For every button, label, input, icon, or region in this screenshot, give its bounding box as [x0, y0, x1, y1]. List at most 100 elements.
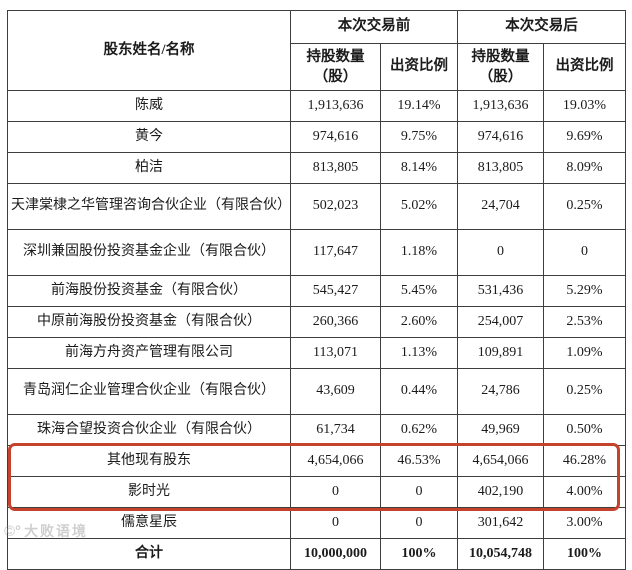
before-ratio-cell: 2.60%	[380, 306, 458, 338]
before-shares-cell: 1,913,636	[290, 90, 381, 122]
shareholder-name-cell: 青岛润仁企业管理合伙企业（有限合伙）	[7, 368, 291, 415]
before-shares-cell: 4,654,066	[290, 445, 381, 477]
table-row: 其他现有股东 4,654,066 46.53% 4,654,066 46.28%	[7, 445, 626, 477]
before-ratio-cell: 46.53%	[380, 445, 458, 477]
table-row: 天津棠棣之华管理咨询合伙企业（有限合伙） 502,023 5.02% 24,70…	[7, 183, 626, 230]
before-shares-cell: 0	[290, 476, 381, 508]
after-ratio-cell: 0.50%	[543, 414, 626, 446]
header-after-ratio: 出资比例	[543, 43, 626, 91]
before-shares-cell: 260,366	[290, 306, 381, 338]
table-row: 中原前海股份投资基金（有限合伙） 260,366 2.60% 254,007 2…	[7, 306, 626, 338]
after-shares-cell: 254,007	[457, 306, 544, 338]
table-header: 股东姓名/名称 本次交易前 本次交易后 持股数量 （股） 出资比例 持股数量 （…	[7, 10, 626, 91]
after-ratio-cell: 9.69%	[543, 121, 626, 153]
shareholder-table: 股东姓名/名称 本次交易前 本次交易后 持股数量 （股） 出资比例 持股数量 （…	[7, 10, 626, 570]
shareholder-name-cell: 儒意星辰	[7, 507, 291, 539]
before-ratio-cell: 0.62%	[380, 414, 458, 446]
total-before-shares: 10,000,000	[290, 538, 381, 570]
after-shares-cell: 974,616	[457, 121, 544, 153]
header-before-ratio: 出资比例	[380, 43, 458, 91]
before-shares-cell: 113,071	[290, 337, 381, 369]
after-shares-cell: 0	[457, 229, 544, 276]
shareholder-name-cell: 黄今	[7, 121, 291, 153]
before-ratio-cell: 0.44%	[380, 368, 458, 415]
after-ratio-cell: 5.29%	[543, 275, 626, 307]
watermark-text: 大败语境	[24, 523, 89, 539]
shareholder-name-cell: 深圳兼固股份投资基金企业（有限合伙）	[7, 229, 291, 276]
shareholder-table-wrap: 股东姓名/名称 本次交易前 本次交易后 持股数量 （股） 出资比例 持股数量 （…	[7, 10, 626, 570]
table-row: 陈威 1,913,636 19.14% 1,913,636 19.03%	[7, 90, 626, 122]
after-shares-cell: 813,805	[457, 152, 544, 184]
header-group-row: 股东姓名/名称 本次交易前 本次交易后	[7, 10, 626, 91]
header-after-shares-line2: （股）	[478, 69, 523, 85]
after-shares-cell: 531,436	[457, 275, 544, 307]
total-after-shares: 10,054,748	[457, 538, 544, 570]
header-before-shares-line2: （股）	[313, 69, 358, 85]
after-shares-cell: 4,654,066	[457, 445, 544, 477]
header-before-shares: 持股数量 （股）	[290, 43, 381, 91]
after-ratio-cell: 2.53%	[543, 306, 626, 338]
before-shares-cell: 502,023	[290, 183, 381, 230]
table-row: 深圳兼固股份投资基金企业（有限合伙） 117,647 1.18% 0 0	[7, 229, 626, 276]
before-shares-cell: 545,427	[290, 275, 381, 307]
watermark: ©° 大败语境	[4, 521, 88, 541]
table-row: 前海方舟资产管理有限公司 113,071 1.13% 109,891 1.09%	[7, 337, 626, 369]
after-ratio-cell: 8.09%	[543, 152, 626, 184]
after-shares-cell: 24,704	[457, 183, 544, 230]
shareholder-name-cell: 其他现有股东	[7, 445, 291, 477]
table-body: 陈威 1,913,636 19.14% 1,913,636 19.03% 黄今 …	[7, 90, 626, 570]
after-ratio-cell: 4.00%	[543, 476, 626, 508]
after-ratio-cell: 0	[543, 229, 626, 276]
header-shareholder-name: 股东姓名/名称	[7, 10, 291, 91]
shareholder-name-cell: 珠海合望投资合伙企业（有限合伙）	[7, 414, 291, 446]
before-ratio-cell: 0	[380, 507, 458, 539]
after-shares-cell: 1,913,636	[457, 90, 544, 122]
table-row: 儒意星辰 0 0 301,642 3.00%	[7, 507, 626, 539]
before-shares-cell: 117,647	[290, 229, 381, 276]
shareholder-name-cell: 影时光	[7, 476, 291, 508]
header-before-shares-line1: 持股数量	[306, 48, 365, 65]
after-shares-cell: 109,891	[457, 337, 544, 369]
total-label: 合计	[7, 538, 291, 570]
header-after-shares: 持股数量 （股）	[457, 43, 544, 91]
after-ratio-cell: 0.25%	[543, 183, 626, 230]
shareholder-name-cell: 中原前海股份投资基金（有限合伙）	[7, 306, 291, 338]
before-shares-cell: 43,609	[290, 368, 381, 415]
header-after-shares-line1: 持股数量	[471, 48, 530, 65]
before-ratio-cell: 1.13%	[380, 337, 458, 369]
header-after-transaction: 本次交易后	[457, 10, 626, 44]
shareholder-name-cell: 天津棠棣之华管理咨询合伙企业（有限合伙）	[7, 183, 291, 230]
table-row: 珠海合望投资合伙企业（有限合伙） 61,734 0.62% 49,969 0.5…	[7, 414, 626, 446]
after-shares-cell: 49,969	[457, 414, 544, 446]
header-before-transaction: 本次交易前	[290, 10, 458, 44]
before-shares-cell: 974,616	[290, 121, 381, 153]
total-after-ratio: 100%	[543, 538, 626, 570]
after-shares-cell: 301,642	[457, 507, 544, 539]
shareholder-name-cell: 陈威	[7, 90, 291, 122]
after-ratio-cell: 46.28%	[543, 445, 626, 477]
after-ratio-cell: 0.25%	[543, 368, 626, 415]
before-ratio-cell: 5.45%	[380, 275, 458, 307]
before-ratio-cell: 1.18%	[380, 229, 458, 276]
table-row: 前海股份投资基金（有限合伙） 545,427 5.45% 531,436 5.2…	[7, 275, 626, 307]
after-ratio-cell: 19.03%	[543, 90, 626, 122]
shareholder-name-cell: 前海股份投资基金（有限合伙）	[7, 275, 291, 307]
total-before-ratio: 100%	[380, 538, 458, 570]
after-shares-cell: 402,190	[457, 476, 544, 508]
before-ratio-cell: 5.02%	[380, 183, 458, 230]
watermark-logo-icon: ©°	[4, 522, 22, 540]
shareholder-name-cell: 柏洁	[7, 152, 291, 184]
total-row: 合计 10,000,000 100% 10,054,748 100%	[7, 538, 626, 570]
after-ratio-cell: 3.00%	[543, 507, 626, 539]
before-shares-cell: 0	[290, 507, 381, 539]
table-row: 柏洁 813,805 8.14% 813,805 8.09%	[7, 152, 626, 184]
before-shares-cell: 813,805	[290, 152, 381, 184]
before-ratio-cell: 0	[380, 476, 458, 508]
table-row: 黄今 974,616 9.75% 974,616 9.69%	[7, 121, 626, 153]
before-ratio-cell: 8.14%	[380, 152, 458, 184]
shareholder-name-cell: 前海方舟资产管理有限公司	[7, 337, 291, 369]
after-shares-cell: 24,786	[457, 368, 544, 415]
after-ratio-cell: 1.09%	[543, 337, 626, 369]
before-ratio-cell: 9.75%	[380, 121, 458, 153]
header-sub-row: 持股数量 （股） 出资比例 持股数量 （股） 出资比例	[8, 43, 626, 91]
